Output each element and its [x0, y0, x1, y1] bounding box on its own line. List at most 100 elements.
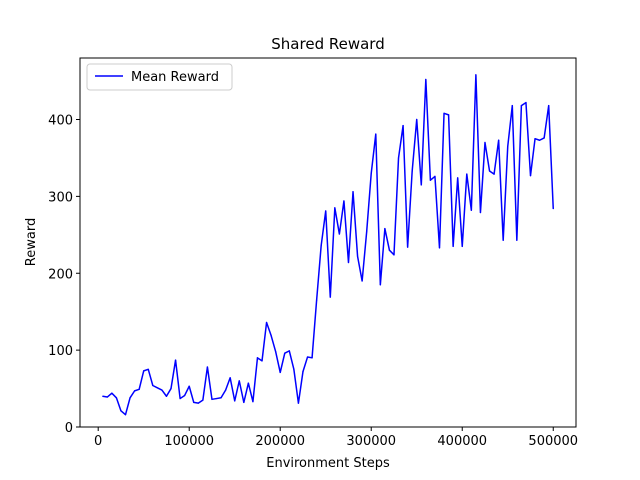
- data-point: [466, 173, 468, 175]
- data-point: [288, 350, 290, 352]
- data-point: [543, 137, 545, 139]
- data-point: [429, 179, 431, 181]
- data-point: [252, 401, 254, 403]
- data-point: [124, 414, 127, 416]
- data-point: [447, 114, 450, 116]
- data-point: [320, 244, 322, 247]
- plot-frame: [79, 57, 577, 428]
- x-tick-label: 200000: [255, 434, 305, 449]
- data-point: [329, 296, 331, 298]
- x-axis-ticks: 0 100000 200000 300000 400000 500000: [94, 427, 578, 449]
- data-point: [279, 371, 281, 374]
- data-point: [193, 401, 195, 403]
- y-axis-label: Reward: [24, 218, 39, 266]
- data-point: [174, 359, 177, 361]
- data-point: [225, 389, 227, 391]
- data-point: [184, 394, 186, 397]
- data-point: [484, 141, 486, 144]
- y-tick-label: 300: [48, 190, 73, 205]
- data-point: [334, 207, 336, 209]
- series-layer: [102, 74, 554, 416]
- data-point: [416, 118, 418, 121]
- data-point: [197, 402, 199, 404]
- x-tick-label: 500000: [528, 434, 578, 449]
- series-line-0: [102, 74, 554, 416]
- data-point: [129, 397, 131, 399]
- data-point: [106, 396, 108, 398]
- data-point: [502, 239, 504, 241]
- y-tick-label: 0: [65, 421, 73, 436]
- data-point: [379, 284, 381, 286]
- data-point: [211, 398, 213, 400]
- data-point: [529, 175, 532, 177]
- data-point: [152, 384, 154, 387]
- data-point: [443, 112, 445, 114]
- data-point: [539, 139, 541, 141]
- data-point: [407, 246, 409, 248]
- data-point: [229, 377, 231, 379]
- data-point: [548, 105, 550, 107]
- data-point: [293, 368, 295, 370]
- data-point: [479, 211, 482, 214]
- data-point: [261, 360, 263, 362]
- data-point: [275, 351, 277, 353]
- data-point: [302, 371, 304, 373]
- data-point: [388, 249, 391, 251]
- data-point: [356, 255, 359, 257]
- chart-title: Shared Reward: [271, 35, 384, 53]
- data-point: [393, 254, 395, 256]
- data-point: [507, 145, 509, 148]
- data-point: [215, 397, 218, 400]
- data-point: [511, 105, 513, 107]
- data-point: [206, 366, 209, 368]
- data-point: [457, 177, 459, 179]
- data-point: [347, 261, 350, 264]
- data-point: [411, 170, 413, 172]
- data-point: [316, 299, 318, 301]
- data-point: [102, 395, 104, 397]
- data-point: [234, 400, 236, 402]
- data-point: [134, 390, 136, 392]
- y-axis-ticks: 0 100 200 300 400: [48, 114, 80, 436]
- data-point: [552, 208, 554, 210]
- data-point: [420, 184, 422, 186]
- data-point: [147, 368, 149, 370]
- y-tick-label: 200: [48, 267, 73, 282]
- data-point: [498, 139, 500, 141]
- data-point: [516, 239, 518, 241]
- data-point: [138, 388, 140, 390]
- data-point: [325, 210, 327, 212]
- data-point: [461, 245, 463, 247]
- x-tick-label: 400000: [437, 434, 487, 449]
- data-point: [475, 74, 477, 76]
- data-point: [534, 138, 536, 140]
- data-point: [120, 410, 122, 412]
- data-point: [165, 395, 168, 397]
- legend: Mean Reward: [86, 63, 233, 91]
- data-point: [111, 392, 113, 394]
- data-point: [265, 321, 268, 324]
- data-point: [238, 380, 240, 382]
- data-point: [170, 387, 172, 390]
- data-point: [202, 399, 204, 401]
- y-tick-label: 400: [48, 114, 73, 129]
- data-point: [488, 170, 491, 172]
- data-point: [375, 133, 377, 135]
- data-point: [243, 401, 245, 403]
- data-point: [188, 385, 190, 387]
- data-point: [438, 247, 441, 249]
- x-axis-label: Environment Steps: [266, 456, 390, 471]
- data-point: [493, 173, 495, 175]
- data-point: [434, 175, 436, 177]
- data-point: [402, 125, 404, 127]
- legend-label-mean-reward: Mean Reward: [131, 70, 219, 85]
- data-point: [270, 334, 272, 337]
- data-point: [397, 157, 400, 159]
- data-point: [220, 397, 222, 399]
- data-point: [256, 357, 259, 359]
- data-point: [425, 78, 427, 81]
- legend-box: [86, 63, 233, 91]
- data-point: [470, 209, 472, 211]
- data-point: [370, 172, 372, 174]
